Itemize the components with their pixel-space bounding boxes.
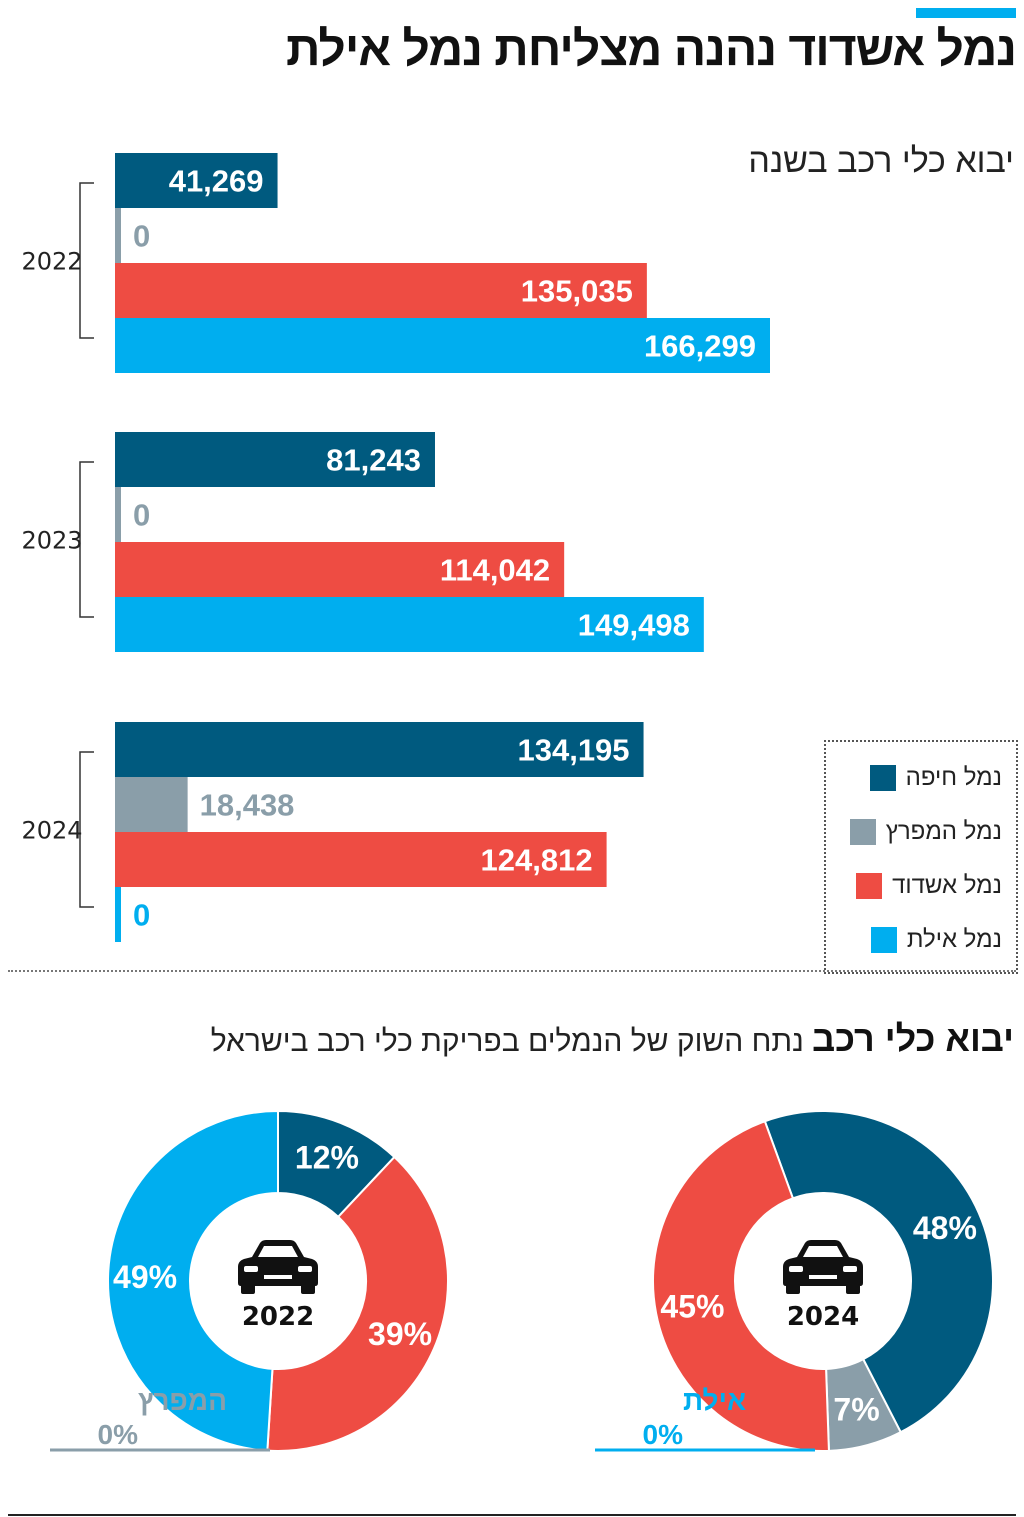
bar-value-label: 18,438 [200,788,295,823]
bar [115,153,278,208]
bar [115,597,704,652]
donut-slice-label: 7% [833,1392,879,1428]
legend-item-haifa: נמל חיפה [869,764,1002,792]
accent-bar [916,8,1016,18]
bar-value-label: 166,299 [644,329,756,364]
year-label: 2022 [21,248,82,276]
bar [115,722,644,777]
legend: נמל חיפה נמל המפרץ נמל אשדוד נמל אילת [824,740,1018,974]
bar [115,887,121,942]
zero-share-value: 0% [643,1419,684,1450]
donut-slice-label: 39% [368,1316,432,1352]
legend-label-haifa: נמל חיפה [905,764,1002,791]
legend-item-ashdod: נמל אשדוד [856,872,1002,900]
legend-swatch-haifa [869,765,896,791]
bar-value-label: 0 [133,498,150,533]
donut-center-year: 2024 [787,1302,859,1332]
bar [115,263,647,318]
donut-slice [652,1119,830,1452]
legend-label-hamifratz: נמל המפרץ [885,818,1002,845]
bar [115,432,435,487]
donut-title-bold: יבוא כלי רכב [812,1018,1014,1059]
car-icon [238,1240,318,1294]
bar-chart-title: יבוא כלי רכב בשנה [748,142,1014,180]
donut-slice [266,1155,449,1452]
bottom-rule [8,1514,1016,1516]
bar [115,487,121,542]
section-divider [8,970,1016,972]
legend-label-ashdod: נמל אשדוד [892,872,1002,899]
year-label: 2024 [21,817,82,845]
legend-item-eilat: נמל אילת [870,926,1002,954]
donut-section-title: יבוא כלי רכב נתח השוק של הנמלים בפריקת כ… [211,1018,1014,1060]
donut-title-text: נתח השוק של הנמלים בפריקת כלי רכב בישראל [210,1025,804,1058]
year-bracket [79,751,94,908]
car-icon [783,1240,863,1294]
bar-value-label: 149,498 [578,608,690,643]
donut-slice [107,1109,279,1452]
donut-slice-label: 12% [295,1139,359,1175]
year-bracket [79,182,94,339]
bar-value-label: 135,035 [521,274,633,309]
page-title: נמל אשדוד נהנה מצליחת נמל אילת [285,23,1017,76]
bar-value-label: 134,195 [517,733,629,768]
year-bracket [79,461,94,618]
zero-share-name: אילת [683,1385,746,1416]
legend-swatch-eilat [870,927,897,953]
legend-swatch-ashdod [856,873,883,899]
donut-slice-label: 45% [660,1288,724,1324]
bar-chart: 2022 41,269 0 135,035 166,299 2023 81,243 0 114,… [21,153,770,942]
zero-share-name: המפרץ [138,1385,227,1416]
donut-slice-label: 49% [113,1259,177,1295]
bar-value-label: 81,243 [326,443,421,478]
year-label: 2023 [21,527,82,555]
bar [115,777,188,832]
bar-value-label: 41,269 [169,164,264,199]
legend-label-eilat: נמל אילת [906,926,1002,953]
bar [115,318,770,373]
donut-slice [763,1110,994,1434]
legend-item-hamifratz: נמל המפרץ [849,818,1002,846]
donut-center-year: 2022 [242,1302,314,1332]
zero-share-value: 0% [98,1419,139,1450]
bar-value-label: 114,042 [440,553,550,588]
bar-value-label: 0 [133,219,150,254]
legend-swatch-hamifratz [849,819,876,845]
bar [115,832,607,887]
donut-slice-label: 48% [913,1210,977,1246]
bar-value-label: 0 [133,898,150,933]
bar-value-label: 124,812 [481,843,593,878]
bar [115,542,565,597]
bar [115,208,121,263]
